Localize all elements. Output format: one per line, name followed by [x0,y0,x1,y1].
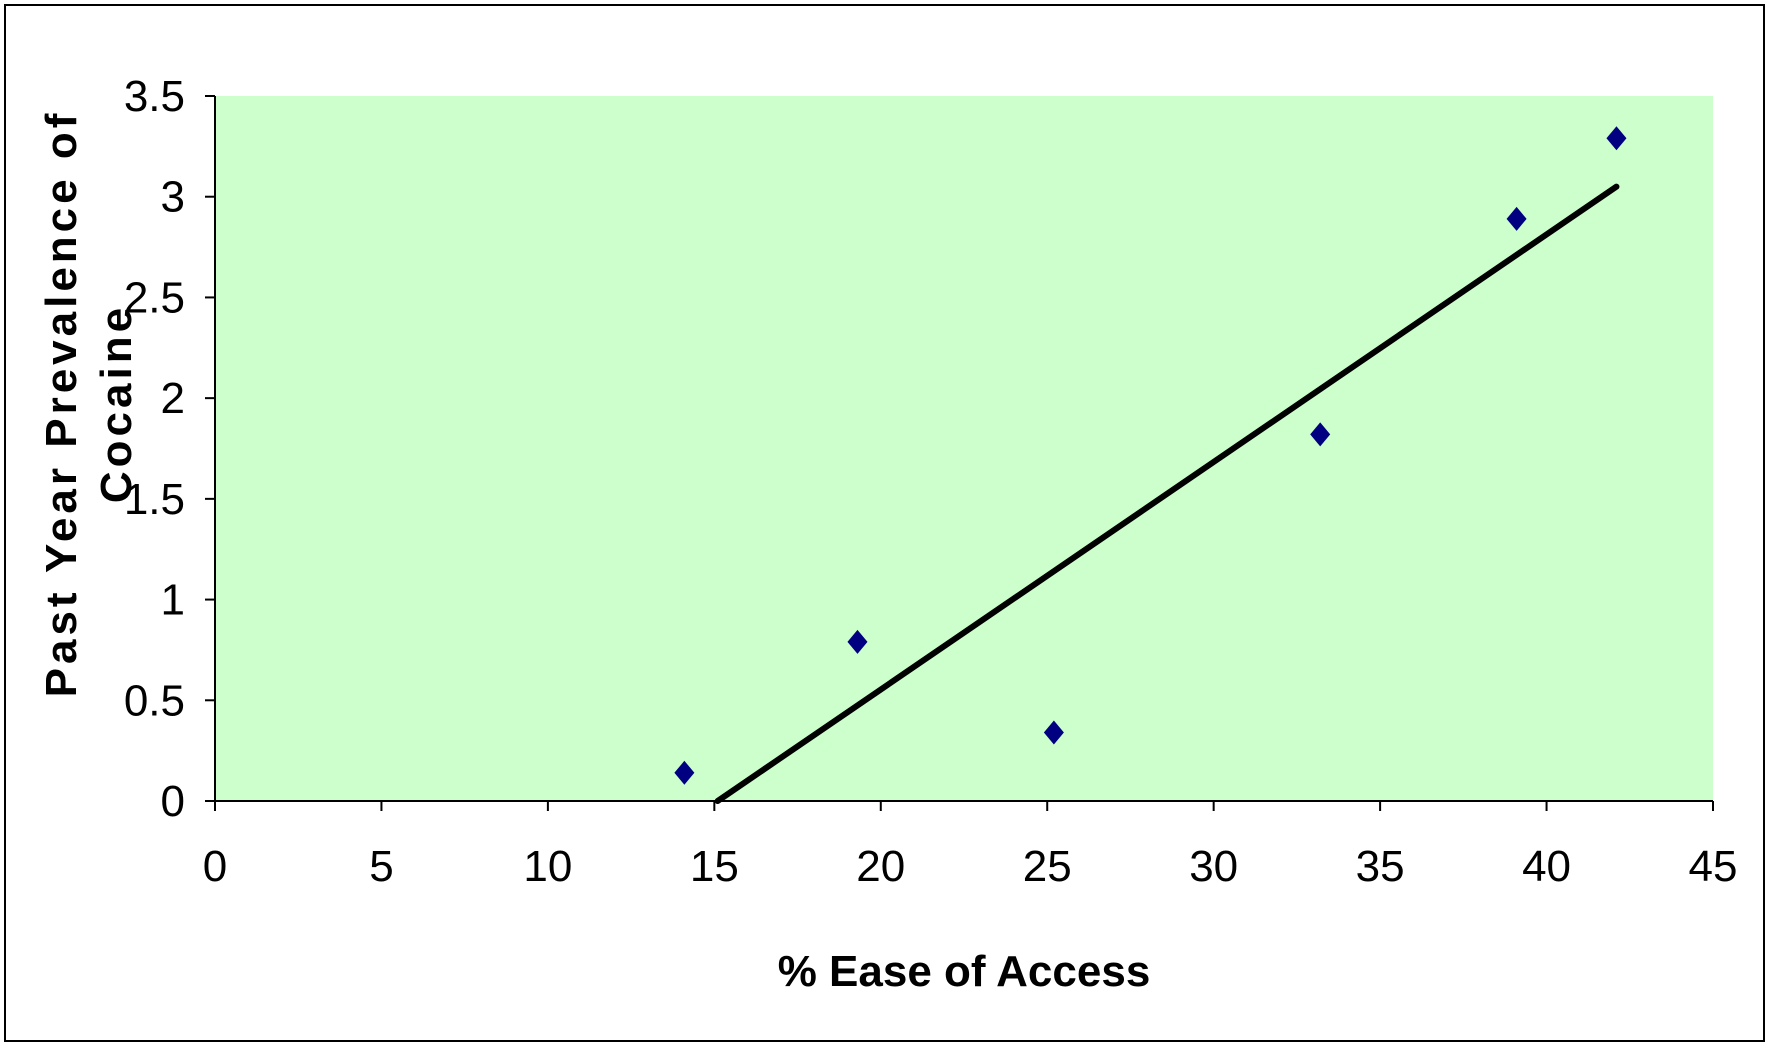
y-tick-label: 2.5 [124,273,185,322]
x-tick-label: 40 [1522,842,1571,891]
x-tick-label: 5 [369,842,393,891]
x-tick-label: 25 [1023,842,1072,891]
data-point [1506,206,1527,231]
x-tick-label: 30 [1189,842,1238,891]
trendline-group [714,183,1620,804]
plot-area [215,96,1713,801]
y-tick-label: 0.5 [124,676,185,725]
y-tick-labels: 0 0.5 1 1.5 2 2.5 3 3.5 [124,72,185,826]
data-point [1310,422,1331,447]
y-tick-label: 2 [161,374,185,423]
y-tick-label: 1.5 [124,475,185,524]
x-tick-labels: 0 5 10 15 20 25 30 35 40 45 [203,842,1738,891]
trendline [714,183,1620,804]
y-tick-label: 3.5 [124,72,185,121]
data-point [847,629,868,654]
data-points [674,126,1627,785]
chart-frame: 0 5 10 15 20 25 30 35 40 45 0 0.5 1 1.5 2 2.5 3 3.5 % Ea… [4,4,1765,1042]
y-axis-title: Past Year Prevalence of Cocaine [37,110,141,698]
x-tick-label: 20 [856,842,905,891]
y-axis-title-line: Past Year Prevalence of [37,110,86,698]
x-tick-label: 15 [690,842,739,891]
y-tick-label: 0 [161,777,185,826]
axes [205,95,1714,811]
x-tick-label: 35 [1356,842,1405,891]
x-tick-label: 10 [523,842,572,891]
y-tick-label: 1 [161,576,185,625]
chart-svg: 0 5 10 15 20 25 30 35 40 45 0 0.5 1 1.5 2 2.5 3 3.5 % Ea… [37,72,1738,996]
x-axis-title: % Ease of Access [778,947,1151,996]
x-tick-label: 45 [1689,842,1738,891]
x-tick-label: 0 [203,842,227,891]
data-point [1043,720,1064,745]
data-point [674,760,695,785]
y-axis-title-line: Cocaine [92,304,141,503]
data-point [1606,126,1627,151]
y-tick-label: 3 [161,173,185,222]
